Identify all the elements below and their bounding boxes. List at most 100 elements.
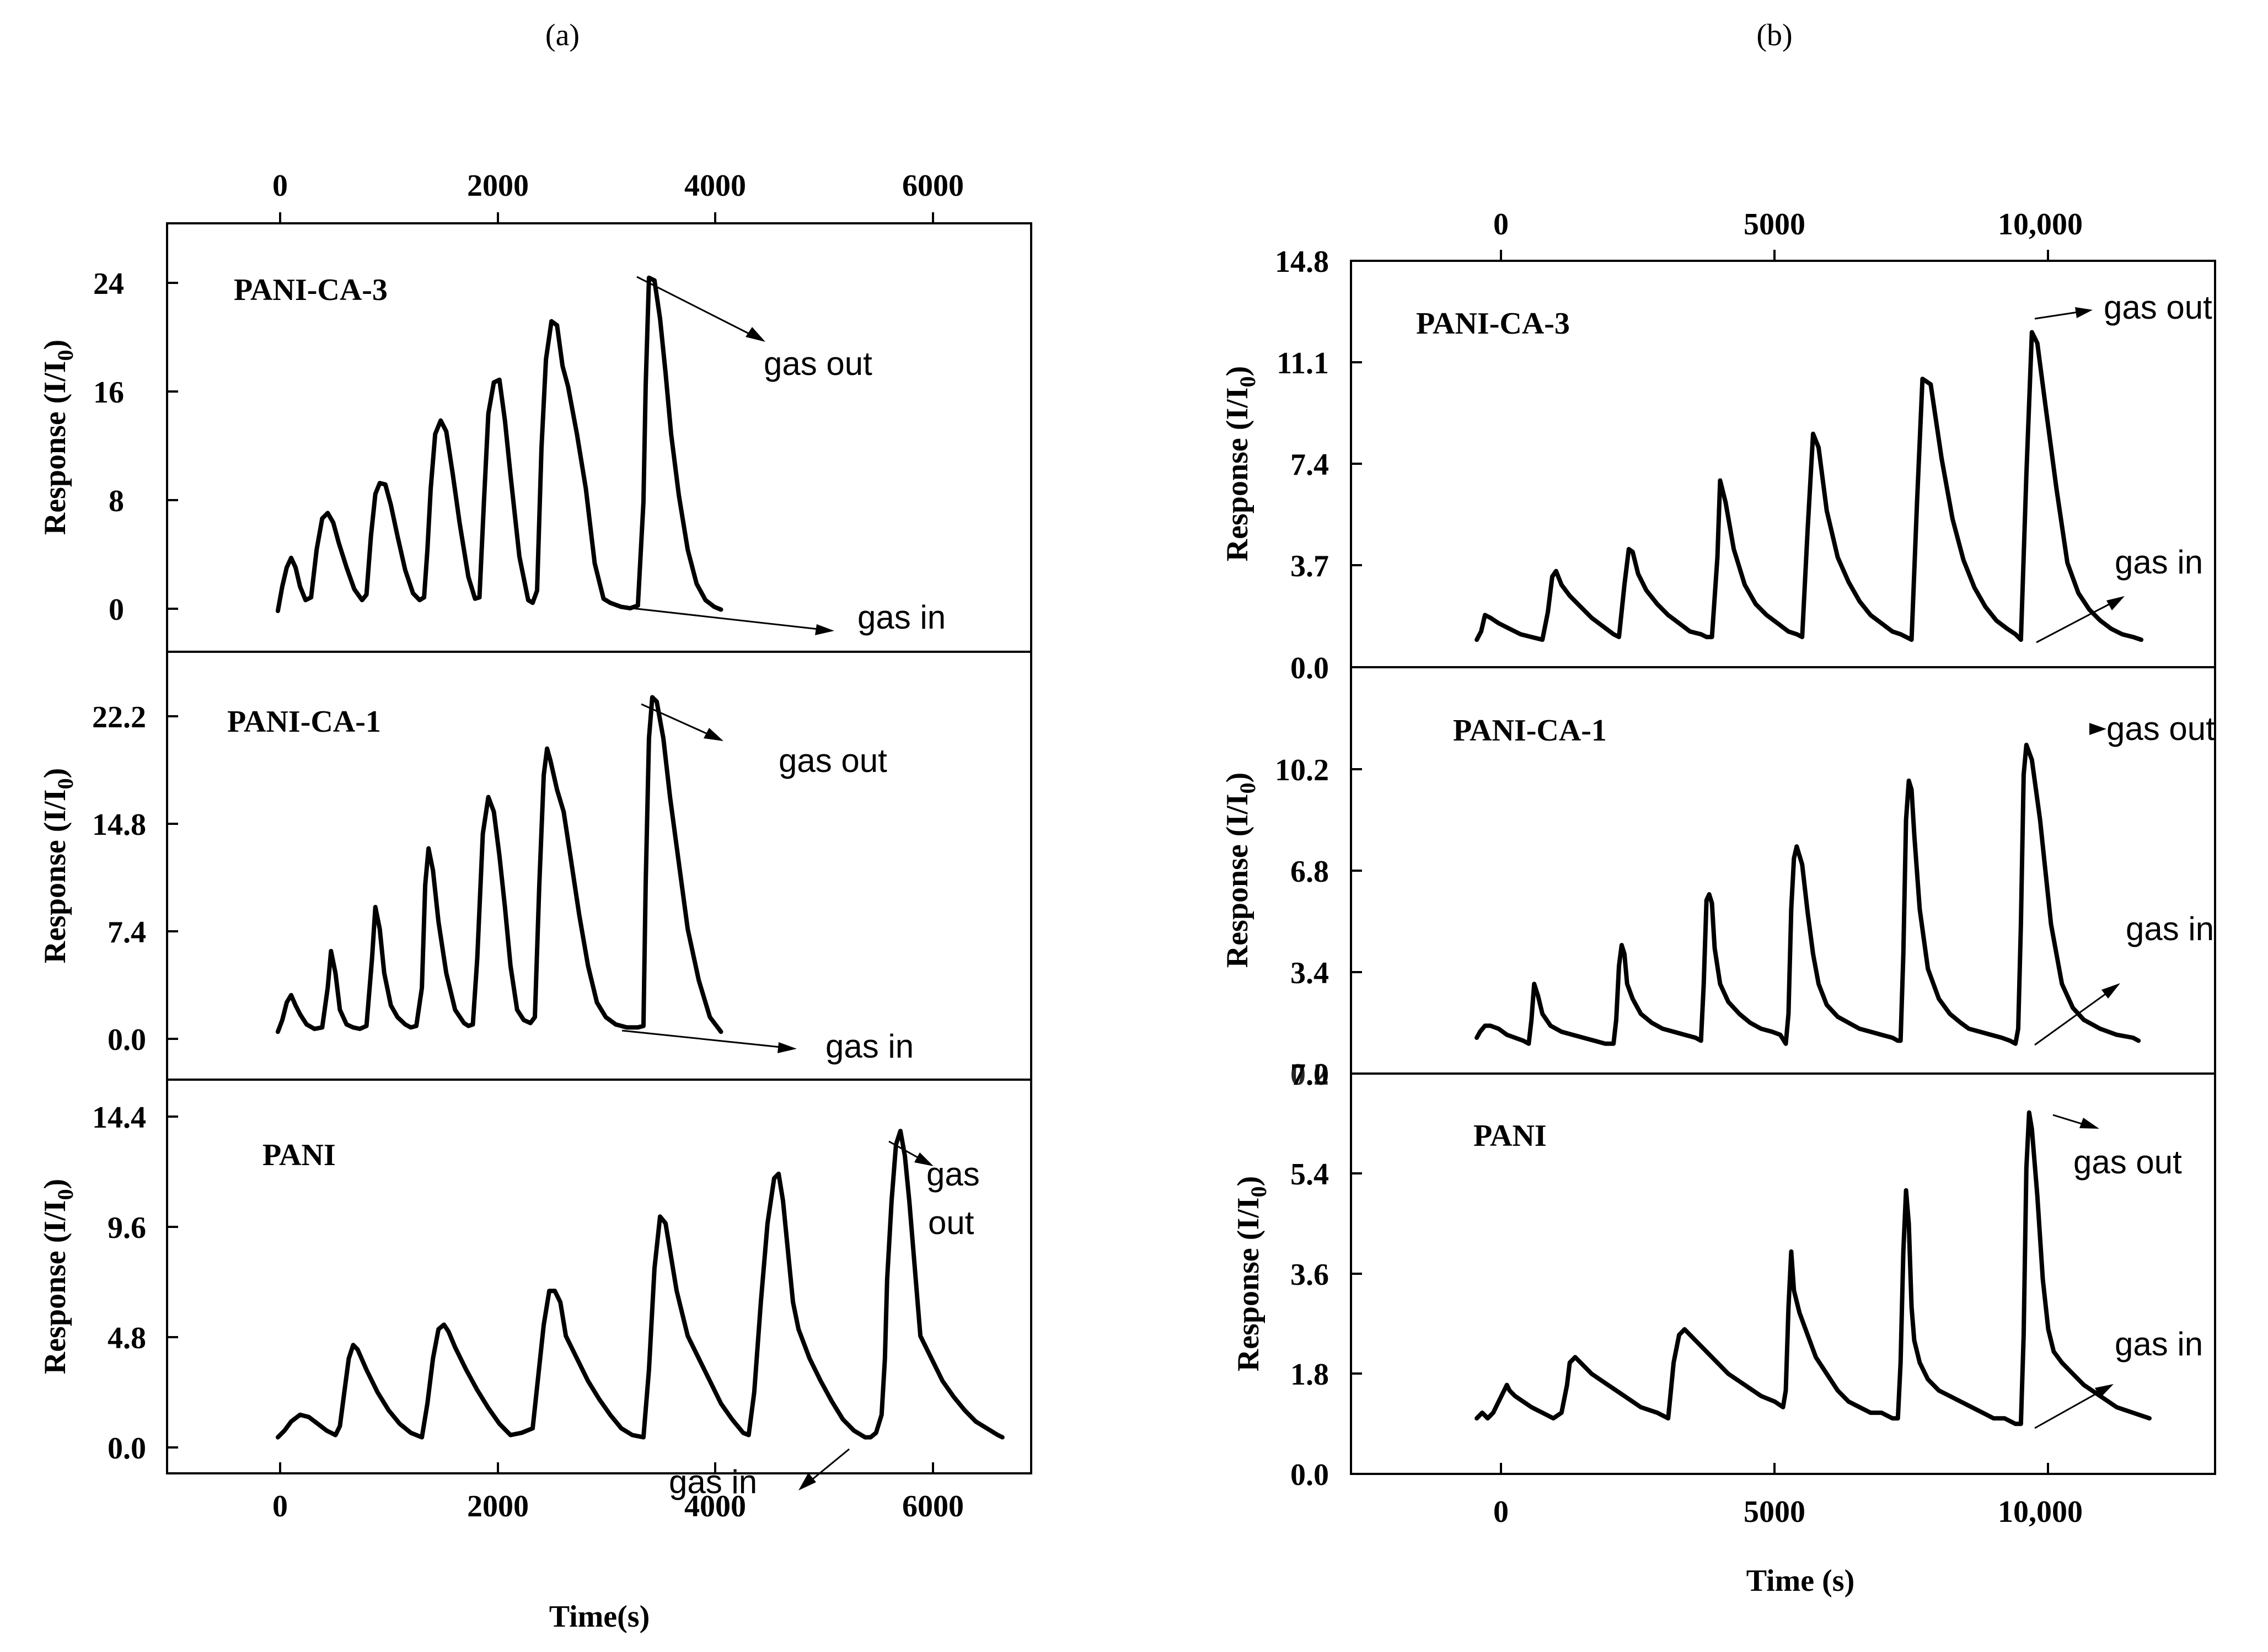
- y-axis-label: Response (I/I0): [38, 1179, 78, 1374]
- y-tick-label: 0.0: [1290, 1058, 1329, 1092]
- y-ticks: 14.4 9.6 4.8 0.0: [92, 1101, 178, 1466]
- y-tick-label: 8: [109, 484, 124, 518]
- y-label-main: Response (I/I: [38, 1200, 72, 1374]
- x-axis-label: Time (s): [1746, 1564, 1855, 1598]
- annotation-gas-out: gas out: [636, 276, 872, 382]
- x-tick-label: 10,000: [1998, 207, 2083, 242]
- y-axis-label: Response (I/I0): [38, 340, 78, 535]
- y-label-close: ): [1231, 1176, 1266, 1187]
- x-tick-label: 5000: [1744, 207, 1805, 242]
- y-label-main: Response (I/I: [1220, 793, 1254, 968]
- y-axis-label: Response (I/I0): [1220, 366, 1260, 561]
- chart-a-pani-ca-3: 0 2000 4000 6000 24 16 8 0 Response (I/I…: [38, 169, 964, 636]
- y-ticks: 7.2 5.4 3.6 1.8 0.0: [1290, 1058, 1362, 1492]
- y-tick-label: 7.0: [1290, 1058, 1329, 1092]
- annotation-gas-out: gas out: [641, 703, 887, 779]
- x-axis-top-ticks: 0 2000 4000 6000: [272, 169, 964, 203]
- y-tick-label: 7.4: [108, 915, 146, 950]
- y-tick-label: 14.8: [92, 808, 146, 842]
- x-tick-label: 0: [1493, 1495, 1509, 1529]
- y-axis-label: Response (I/I0): [1220, 773, 1260, 968]
- subplot-title: PANI-CA-1: [1453, 714, 1607, 748]
- x-tick-label: 10,000: [1998, 1495, 2083, 1529]
- x-axis-top-tickmarks: [279, 212, 934, 223]
- y-tick-label: 7.2: [1290, 1058, 1329, 1092]
- annotation-text: gas in: [825, 1028, 914, 1065]
- series-line: [275, 1129, 1005, 1440]
- chart-a-pani: 14.4 9.6 4.8 0.0 0 2000 4000 6000 Tim: [38, 1101, 1005, 1634]
- x-axis-label: Time(s): [549, 1600, 650, 1634]
- y-label-main: Response (I/I: [38, 361, 72, 535]
- x-axis-bottom-ticks: 0 5000 10,000: [1493, 1463, 2083, 1529]
- y-tick-label: 3.6: [1290, 1258, 1329, 1292]
- subplot-title: PANI-CA-3: [234, 273, 388, 307]
- y-label-subscript: 0: [1235, 782, 1260, 793]
- y-tick-label: 0.0: [108, 1023, 146, 1057]
- subplot-title: PANI-CA-1: [227, 705, 381, 739]
- x-tick-label: 0: [272, 1489, 288, 1524]
- series-line: [1475, 1110, 2152, 1426]
- y-label-subscript: 0: [53, 1189, 78, 1200]
- series-line: [275, 275, 723, 613]
- y-label-close: ): [38, 1179, 72, 1189]
- y-tick-label: 7.4: [1290, 448, 1329, 482]
- y-tick-label: 3.7: [1290, 549, 1329, 583]
- x-tick-label: 4000: [684, 169, 746, 203]
- chart-b-pani-ca-3: 0 5000 10,000 14.8 11.1 7.4 3.7 0.0 R: [1220, 207, 2212, 685]
- subplot-title: PANI: [262, 1138, 336, 1172]
- annotation-gas-in: gas in: [621, 599, 946, 636]
- y-ticks: 14.8 11.1 7.4 3.7 0.0: [1275, 245, 1362, 685]
- annotation-gas-in: gas in: [621, 1028, 914, 1065]
- annotation-text: gas in: [2115, 544, 2203, 581]
- y-label-close: ): [1220, 366, 1254, 377]
- y-label-close: ): [38, 340, 72, 350]
- series-line: [1475, 330, 2144, 642]
- x-axis-top-ticks: 0 5000 10,000: [1493, 207, 2083, 261]
- annotation-gas-out: gas out: [2089, 710, 2215, 747]
- annotation-text: gas in: [2115, 1326, 2203, 1363]
- y-tick-label: 9.6: [108, 1211, 146, 1245]
- y-label-subscript: 0: [53, 350, 78, 361]
- y-label-main: Response (I/I: [1231, 1197, 1266, 1371]
- annotation-text: gas out: [779, 742, 887, 779]
- y-ticks: 10.2 6.8 3.4 7.0 0.0: [1275, 753, 1362, 1092]
- y-label-subscript: 0: [53, 778, 78, 789]
- y-label-subscript: 0: [1246, 1186, 1271, 1197]
- y-tick-label: 16: [93, 376, 124, 410]
- y-ticks: 24 16 8 0: [93, 267, 178, 627]
- chart-b-pani-ca-1: 10.2 6.8 3.4 7.0 0.0 Response (I/I0) PAN…: [1220, 710, 2215, 1092]
- y-tick-label: 6.8: [1290, 855, 1329, 889]
- panel-a-label: (a): [545, 18, 580, 52]
- subplot-title: PANI-CA-3: [1416, 307, 1570, 341]
- x-tick-label: 6000: [902, 169, 964, 203]
- y-tick-label: 11.1: [1277, 346, 1329, 380]
- y-tick-label: 24: [93, 267, 124, 301]
- panel-b-label: (b): [1756, 18, 1792, 52]
- subplot-title: PANI: [1473, 1119, 1547, 1153]
- x-tick-label: 0: [272, 169, 288, 203]
- annotation-gas-in: gas in: [669, 1448, 850, 1500]
- y-tick-label: 22.2: [92, 700, 146, 734]
- annotation-gas-in: gas in: [2034, 910, 2214, 1046]
- y-axis-label: Response (I/I0): [38, 768, 78, 963]
- y-tick-label: 14.4: [92, 1101, 146, 1135]
- y-ticks: 22.2 14.8 7.4 0.0: [92, 700, 178, 1057]
- x-tick-label: 4000: [684, 1489, 746, 1524]
- plot-frame-a-bot: [166, 1079, 1032, 1474]
- x-tick-label: 6000: [902, 1489, 964, 1524]
- x-tick-label: 2000: [467, 169, 529, 203]
- y-tick-label: 0.0: [108, 1431, 146, 1466]
- panel-a: 0 2000 4000 6000 24 16 8 0 Response (I/I…: [38, 169, 1032, 1634]
- annotation-text: gas out: [2106, 710, 2215, 747]
- annotation-gas-out: gas out: [888, 1140, 980, 1241]
- x-tick-label: 2000: [467, 1489, 529, 1524]
- annotation-text: gas: [926, 1156, 980, 1193]
- y-tick-label: 10.2: [1275, 753, 1329, 787]
- series-line: [275, 695, 723, 1034]
- chart-a-pani-ca-1: 22.2 14.8 7.4 0.0 Response (I/I0) PANI-C…: [38, 695, 914, 1065]
- y-label-main: Response (I/I: [1220, 387, 1254, 561]
- y-label-close: ): [1220, 773, 1254, 783]
- annotation-text: gas out: [2073, 1144, 2182, 1181]
- annotation-gas-out: gas out: [2034, 289, 2212, 326]
- annotation-text: gas in: [669, 1463, 757, 1500]
